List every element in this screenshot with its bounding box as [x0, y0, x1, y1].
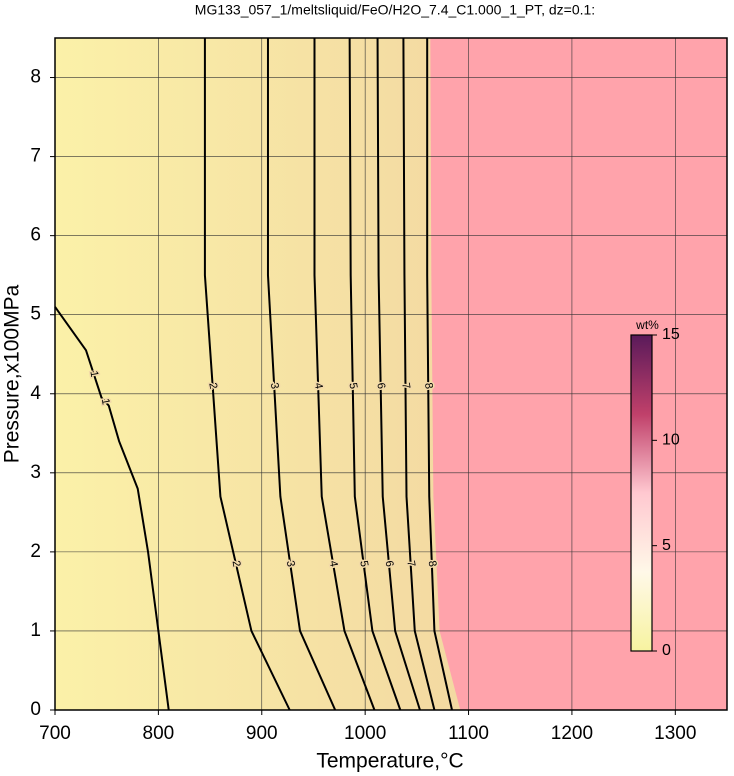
contour-line — [54, 306, 170, 711]
x-tick-label: 800 — [143, 723, 175, 744]
contour-line — [203, 38, 291, 711]
contour-label: 8 — [425, 560, 438, 568]
contour-label: 2 — [206, 382, 219, 390]
colorbar-tick-label: 15 — [662, 326, 680, 343]
x-tick-label: 900 — [246, 723, 278, 744]
contour-label: 5 — [346, 382, 359, 390]
contour-label: 7 — [399, 382, 412, 390]
x-tick-label: 1200 — [551, 723, 593, 744]
x-tick-label: 1000 — [344, 723, 386, 744]
plot-frame — [54, 37, 728, 711]
colorbar-tick-label: 0 — [662, 642, 671, 659]
chart-title: MG133_057_1/meltsliquid/FeO/H2O_7.4_C1.0… — [195, 2, 595, 18]
x-tick-label: 1100 — [448, 723, 489, 744]
y-tick-label: 5 — [30, 304, 41, 325]
contour-label: 7 — [404, 560, 417, 568]
contour-label: 3 — [268, 382, 281, 390]
contour-label: 4 — [327, 560, 340, 568]
y-axis-label: Pressure,x100MPa — [1, 284, 24, 463]
y-tick-label: 4 — [30, 383, 41, 404]
y-tick-label: 7 — [30, 146, 41, 167]
contour-label: 1 — [87, 370, 100, 378]
contour-label: 4 — [312, 382, 325, 390]
contour-label: 3 — [284, 560, 297, 568]
contour-line — [313, 38, 376, 711]
y-tick-label: 2 — [30, 541, 41, 562]
y-tick-label: 0 — [30, 699, 41, 720]
x-axis-label: Temperature,°C — [316, 750, 463, 773]
contour-label: 1 — [99, 398, 112, 406]
contour-label: 6 — [374, 382, 387, 390]
contour-label: 6 — [383, 560, 396, 568]
contour-label: 2 — [230, 560, 243, 568]
y-tick-label: 3 — [30, 462, 41, 483]
contour-line — [426, 38, 453, 711]
colorbar-tick-label: 5 — [662, 537, 671, 554]
x-tick-label: 700 — [39, 723, 71, 744]
contour-line — [266, 38, 337, 711]
contour-line — [348, 37, 402, 711]
contour-label: 5 — [357, 560, 370, 568]
contour-line — [376, 37, 421, 711]
contour-line — [402, 37, 436, 711]
contour-label: 8 — [422, 382, 435, 390]
y-tick-label: 1 — [30, 620, 41, 641]
y-tick-label: 8 — [30, 67, 41, 88]
colorbar-label: wt% — [635, 318, 659, 332]
saturated-field — [430, 38, 727, 710]
x-tick-label: 1300 — [654, 723, 696, 744]
colorbar — [630, 334, 653, 652]
y-tick-label: 6 — [30, 225, 41, 246]
colorbar-tick-label: 10 — [662, 432, 680, 449]
